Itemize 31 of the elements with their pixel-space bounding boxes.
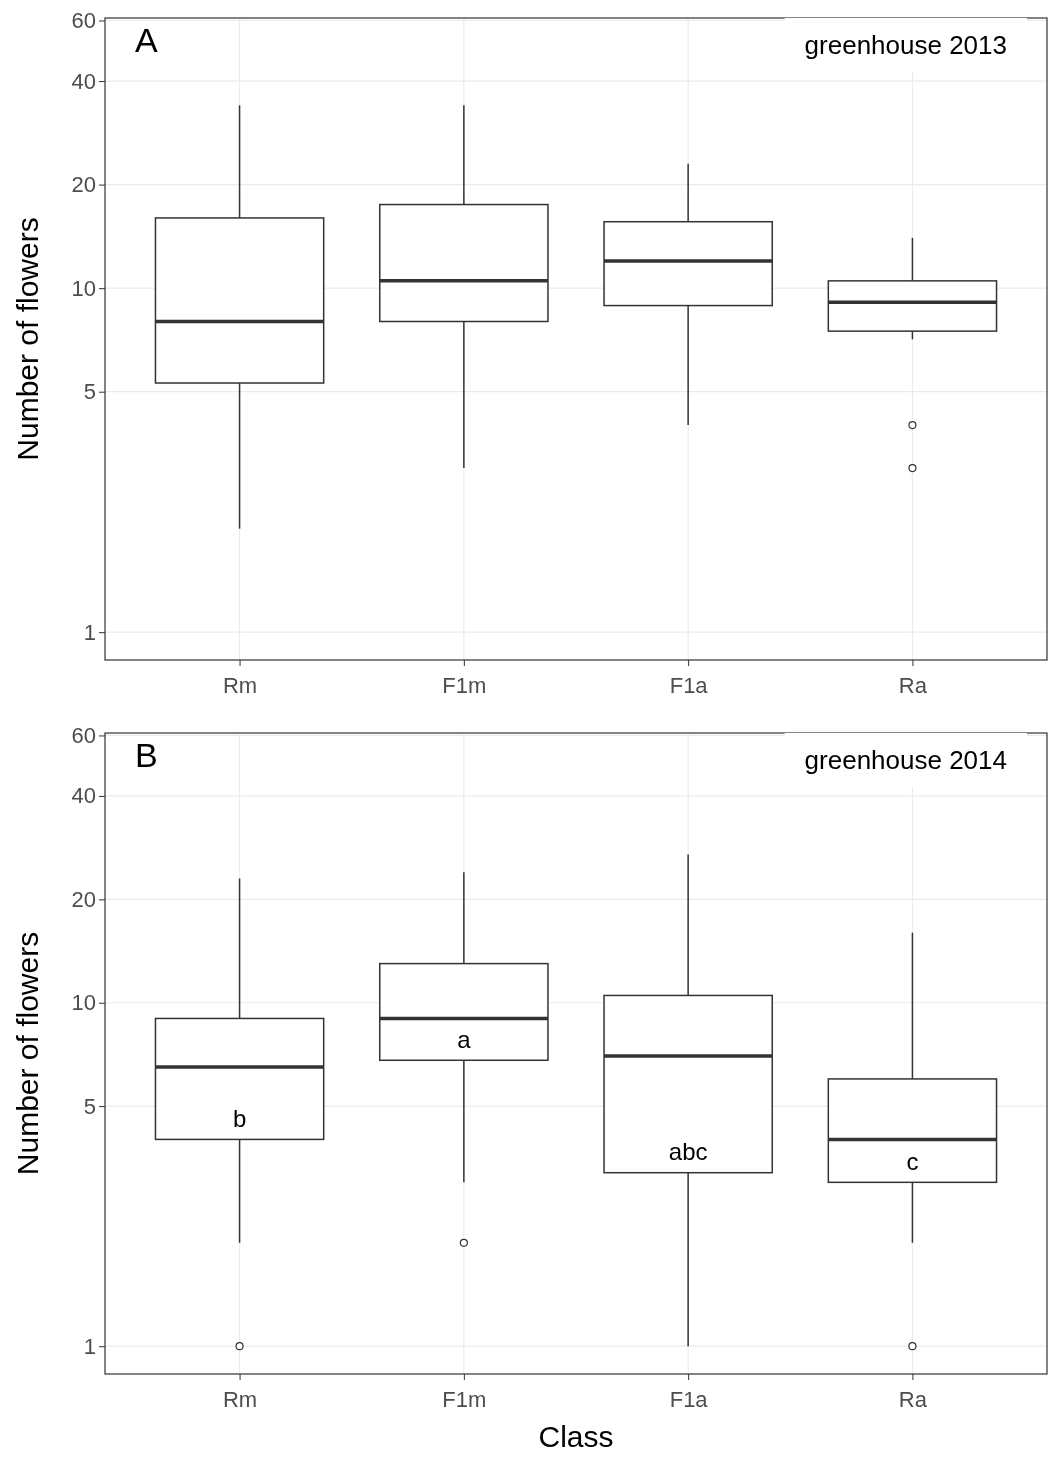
x-axis-title: Class bbox=[538, 1420, 614, 1453]
y-tick-label: 1 bbox=[83, 619, 96, 645]
y-tick-label: 10 bbox=[71, 990, 96, 1016]
annotation: c bbox=[906, 1147, 919, 1175]
y-tick-label: 40 bbox=[71, 68, 96, 94]
x-tick-label: Rm bbox=[222, 1387, 258, 1413]
y-axis-title: Number of flowers bbox=[11, 217, 44, 461]
x-tick-label: F1a bbox=[669, 1387, 709, 1413]
y-tick-label: 20 bbox=[71, 172, 96, 198]
x-tick-label: Ra bbox=[898, 1387, 928, 1413]
y-tick-label: 10 bbox=[71, 275, 96, 301]
x-tick-label: F1a bbox=[669, 673, 709, 699]
y-tick-label: 5 bbox=[83, 1093, 96, 1119]
annotation: greenhouse 2013 bbox=[804, 30, 1007, 60]
x-tick-label: Ra bbox=[898, 673, 928, 699]
annotation: A bbox=[135, 21, 158, 59]
x-tick-label: F1m bbox=[442, 673, 487, 699]
y-tick-label: 5 bbox=[83, 379, 96, 405]
y-tick-label: 1 bbox=[83, 1333, 96, 1359]
y-axis-title: Number of flowers bbox=[11, 931, 44, 1176]
x-tick-label: Rm bbox=[222, 673, 258, 699]
y-tick-label: 20 bbox=[71, 886, 96, 912]
y-tick-label: 40 bbox=[71, 783, 96, 809]
annotation: greenhouse 2014 bbox=[804, 745, 1007, 775]
y-tick-label: 60 bbox=[71, 8, 96, 34]
annotation: b bbox=[232, 1104, 247, 1132]
y-tick-label: 60 bbox=[71, 723, 96, 749]
annotation: a bbox=[457, 1025, 472, 1053]
x-tick-label: F1m bbox=[442, 1387, 487, 1413]
annotation: B bbox=[135, 736, 158, 774]
annotation: abc bbox=[668, 1138, 708, 1166]
